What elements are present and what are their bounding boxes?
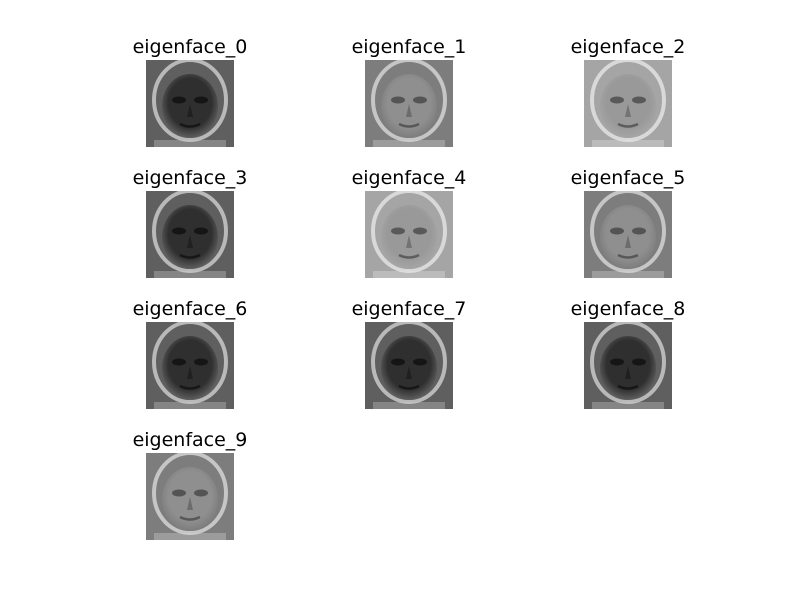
panel-title: eigenface_6	[132, 298, 248, 320]
eigenface-panel: eigenface_9	[110, 429, 270, 547]
eigenface-panel: eigenface_3	[110, 167, 270, 285]
panel-title: eigenface_1	[351, 36, 467, 58]
eigenface-panel: eigenface_8	[548, 298, 708, 416]
eigenface-image	[146, 322, 234, 409]
eigenface-image	[365, 322, 453, 409]
eigenface-image	[146, 453, 234, 540]
eigenface-image	[584, 322, 672, 409]
eigenface-image	[584, 191, 672, 278]
panel-title: eigenface_2	[570, 36, 686, 58]
panel-title: eigenface_3	[132, 167, 248, 189]
panel-title: eigenface_4	[351, 167, 467, 189]
eigenface-panel: eigenface_0	[110, 36, 270, 154]
eigenface-image	[146, 191, 234, 278]
eigenface-image	[365, 60, 453, 147]
panel-title: eigenface_5	[570, 167, 686, 189]
panel-title: eigenface_9	[132, 429, 248, 451]
eigenface-panel: eigenface_7	[329, 298, 489, 416]
eigenface-image	[146, 60, 234, 147]
eigenface-panel: eigenface_6	[110, 298, 270, 416]
eigenface-image	[584, 60, 672, 147]
panel-title: eigenface_7	[351, 298, 467, 320]
eigenface-panel: eigenface_4	[329, 167, 489, 285]
eigenface-panel: eigenface_5	[548, 167, 708, 285]
eigenface-panel: eigenface_1	[329, 36, 489, 154]
eigenface-panel: eigenface_2	[548, 36, 708, 154]
panel-title: eigenface_8	[570, 298, 686, 320]
panel-title: eigenface_0	[132, 36, 248, 58]
eigenface-image	[365, 191, 453, 278]
